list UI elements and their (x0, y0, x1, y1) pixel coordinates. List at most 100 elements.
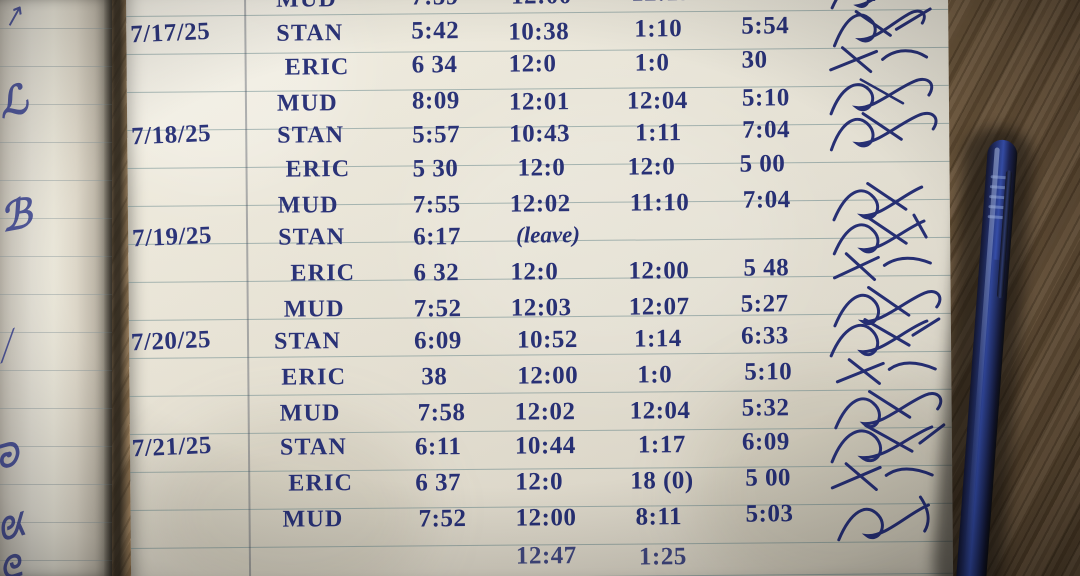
ledger-name: MUD (283, 296, 345, 323)
ledger-time-3: 12:00 (628, 257, 690, 285)
ledger-date: 7/21/25 (131, 431, 213, 463)
ledger-time-3: 1:11 (635, 119, 682, 147)
signature-scrawl (830, 423, 946, 464)
ledger-time-4: 6:33 (740, 322, 789, 350)
signature-scrawl (829, 46, 929, 74)
ledger-time-4: 30 (741, 46, 768, 74)
ledger-time-1: 6 37 (415, 469, 462, 497)
signature-scrawl (832, 182, 924, 222)
ledger-time-4: 5:27 (740, 290, 789, 318)
ledger-name: MUD (276, 90, 338, 117)
ledger-time-2: 12:00 (515, 504, 577, 532)
ledger-time-1: 38 (421, 363, 448, 391)
ledger-name: MUD (279, 400, 341, 427)
ledger-time-1: 6 34 (411, 51, 458, 79)
ledger-time-3: 12:04 (629, 397, 691, 425)
ledger-time-2: 12:0 (508, 50, 557, 78)
ledger-time-4: 5:54 (741, 12, 790, 40)
ledger-date: 7/20/25 (130, 325, 212, 357)
ledger-time-4: 5:10 (744, 358, 793, 386)
ledger-time-1: 8:09 (411, 87, 460, 115)
ledger-time-2: 12:0 (517, 154, 566, 182)
prev-page-mark: ℬ (0, 190, 36, 241)
ledger-name: ERIC (281, 364, 347, 391)
ledger-time-4: 5:11 (741, 0, 788, 7)
ledger-time-3: 1:0 (634, 49, 670, 77)
ledger-time-3: 11:10 (629, 189, 690, 217)
signature-scrawl (833, 286, 942, 328)
ledger-time-4: 5:03 (745, 500, 794, 528)
previous-page-edge: ↗ ℒ ℬ ⟋ ᘒ ᘡ ᘓ (0, 0, 112, 576)
ledger-time-3: 1:14 (633, 325, 682, 353)
ledger-time-2: 12:03 (510, 294, 572, 322)
notebook-spine-shadow (104, 0, 130, 576)
prev-page-mark: ᘒ (0, 435, 23, 477)
signature-scrawl (832, 7, 932, 48)
signature-scrawl (829, 111, 938, 152)
ledger-time-2: 10:44 (514, 432, 576, 460)
ledger-time-1: 6:11 (414, 433, 462, 461)
ledger-time-2: 10:38 (508, 18, 570, 46)
ledger-time-4: 5 00 (745, 464, 792, 492)
signature-scrawl (834, 390, 943, 430)
ledger-name: STAN (278, 224, 346, 251)
ledger-time-4: 5 48 (743, 254, 790, 282)
ledger-time-3: 12:0 (627, 153, 676, 181)
ledger-name: STAN (279, 434, 348, 461)
ledger-name: STAN (276, 20, 344, 47)
ledger-time-2: 12:0 (510, 258, 559, 286)
ledger-time-1: 6 32 (413, 259, 460, 287)
ledger-time-3: 12:17 (631, 0, 692, 8)
ledger-time-4: 7:04 (742, 186, 791, 214)
ledger-time-1: 7:52 (418, 505, 467, 533)
ledger-time-3: 1:10 (634, 15, 683, 43)
signature-scrawl (832, 213, 928, 256)
signature-scrawl (829, 317, 941, 358)
ledger-name: ERIC (285, 156, 351, 183)
signature-scrawl (829, 77, 934, 116)
ledger-time-3: 12:04 (626, 87, 688, 115)
ledger-time-2: 12:00 (511, 0, 572, 11)
prev-page-mark: ᘓ (0, 549, 26, 576)
ledger-name: STAN (273, 328, 342, 355)
ledger-name: MUD (276, 0, 337, 14)
ledger-name: ERIC (288, 470, 354, 497)
date-column-divider (243, 0, 252, 576)
ledger-time-1: 7:58 (417, 399, 466, 427)
ledger-time-1: 6:17 (413, 223, 462, 251)
signature-scrawl (835, 358, 937, 385)
ledger-time-2: 10:52 (516, 326, 578, 354)
ledger-time-2: 12:02 (514, 398, 576, 426)
ledger-date: 7/18/25 (130, 119, 212, 151)
ledger-time-2: 12:01 (508, 88, 570, 116)
ledger-time-3: 1:17 (637, 431, 686, 459)
ledger-name: ERIC (290, 260, 356, 287)
ledger-time-1: 7:55 (412, 191, 461, 219)
signature-scrawl (837, 495, 930, 542)
signature-scrawl (830, 462, 934, 491)
ledger-partial-time-3: 1:25 (638, 543, 687, 571)
ledger-date: 7/17/25 (129, 17, 211, 49)
prev-page-mark: ℒ (0, 76, 32, 127)
ledger-name: ERIC (284, 54, 350, 81)
ledger-time-1: 5:57 (412, 121, 461, 149)
signature-scrawl (833, 252, 932, 281)
ledger-partial-time-2: 12:47 (515, 542, 577, 570)
ledger-time-3: 8:11 (635, 503, 683, 531)
ledger-time-2: 12:00 (517, 362, 579, 390)
ledger-time-3: 1:0 (637, 361, 673, 389)
ledger-time-1: 5 30 (412, 155, 459, 183)
ledger-time-1: 6:09 (413, 327, 462, 355)
ledger-time-2: 10:43 (509, 120, 571, 148)
signature-scrawl (830, 0, 916, 10)
ledger-time-4: 7:04 (742, 116, 791, 144)
ledger-time-1: 7:52 (413, 295, 462, 323)
ledger-leave-note: (leave) (516, 222, 581, 248)
ledger-name: STAN (277, 122, 345, 149)
ledger-date: 7/19/25 (131, 221, 213, 253)
ledger-time-4: 5:10 (741, 84, 790, 112)
ledger-time-4: 5 00 (739, 150, 786, 178)
ledger-time-2: 12:0 (515, 468, 564, 496)
ledger-time-4: 6:09 (741, 428, 790, 456)
